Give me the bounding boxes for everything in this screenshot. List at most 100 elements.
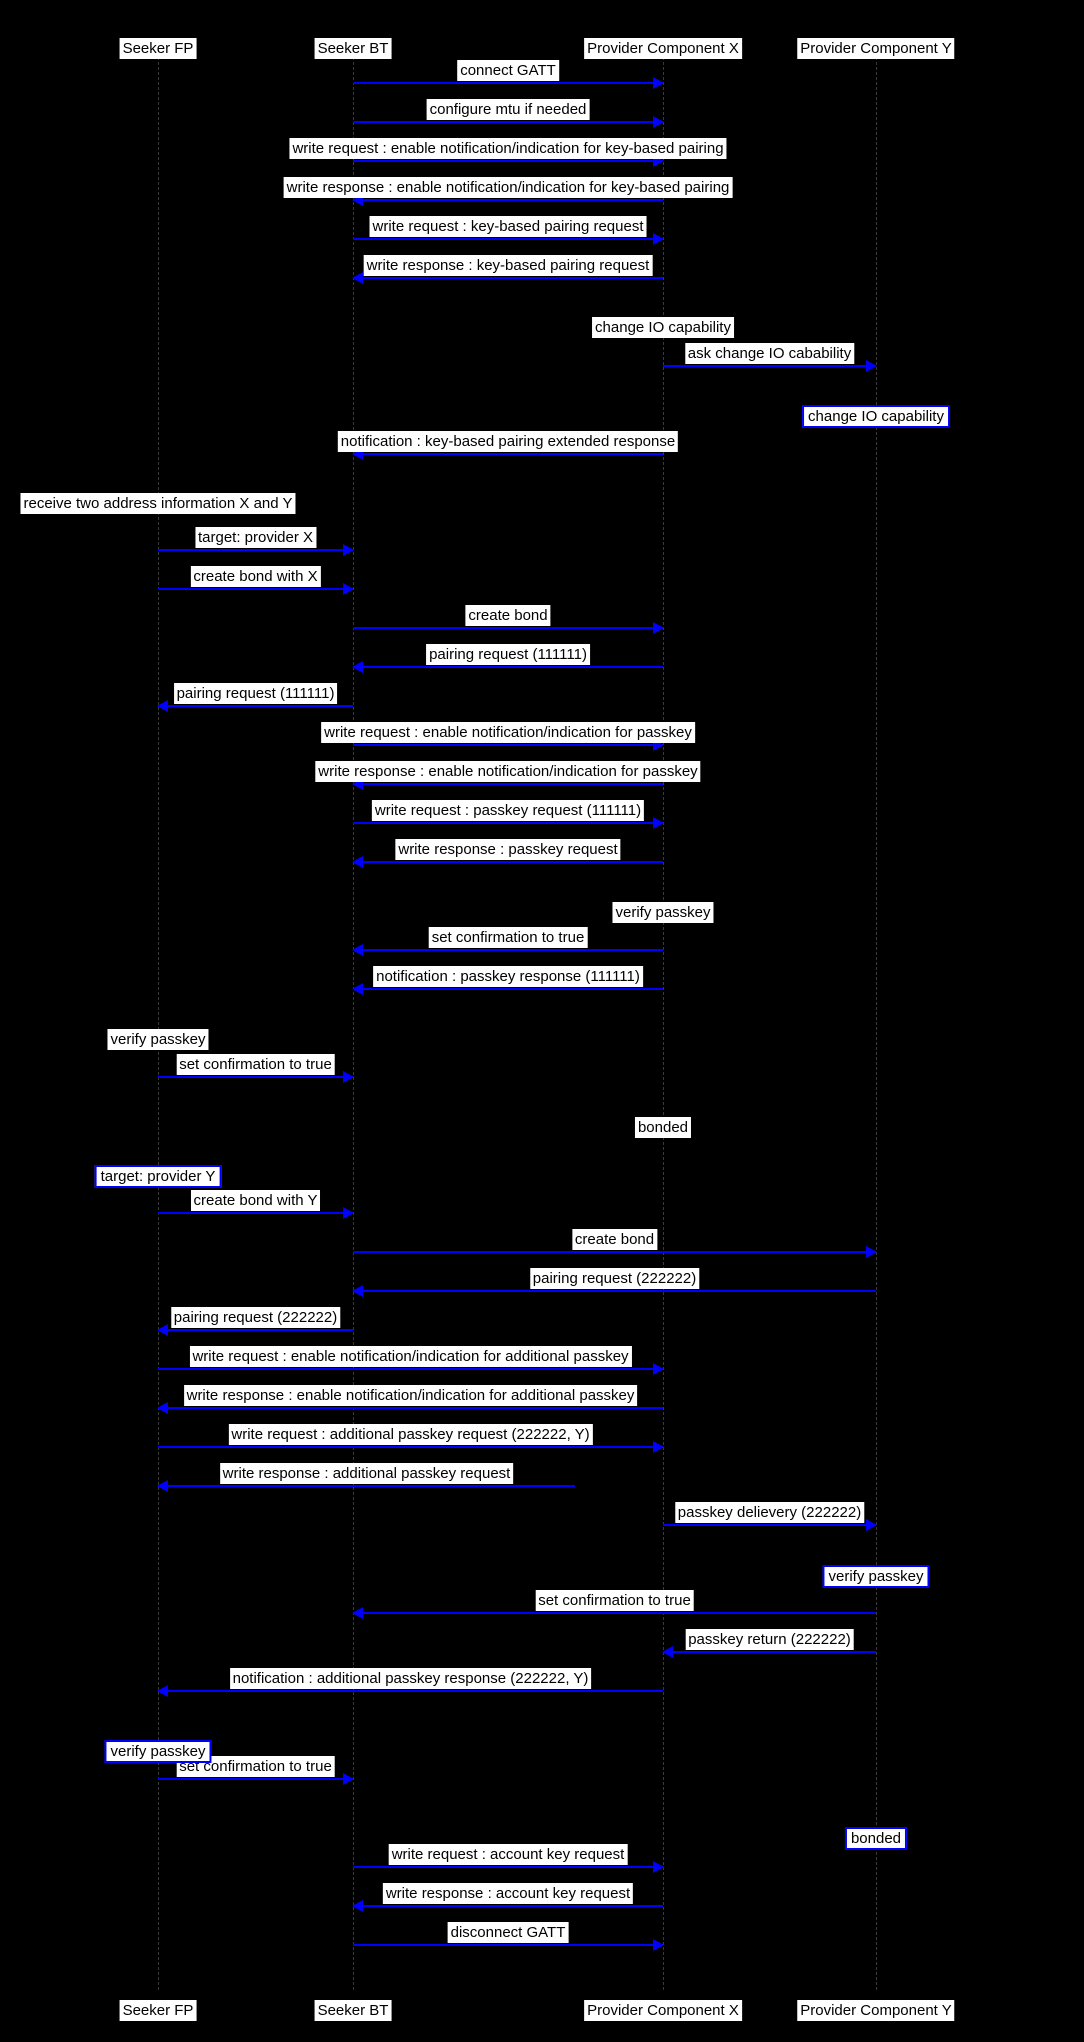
message-label: write request : key-based pairing reques… <box>369 216 647 237</box>
header-actor-px[interactable]: Provider Component X <box>584 38 742 59</box>
message-13: write request : enable notification/indi… <box>321 720 695 751</box>
header-actor-bt[interactable]: Seeker BT <box>314 38 392 59</box>
lifeline-bt <box>353 52 354 1990</box>
message-10: create bond <box>353 603 664 634</box>
lifeline-fp <box>158 52 159 1990</box>
message-0: connect GATT <box>353 58 664 89</box>
message-label: set confirmation to true <box>176 1756 335 1777</box>
arrowhead-left-icon <box>352 983 363 995</box>
message-23: pairing request (222222) <box>157 1305 353 1336</box>
message-26: write request : additional passkey reque… <box>158 1422 664 1453</box>
arrowhead-right-icon <box>653 817 664 829</box>
note-1: change IO capability <box>802 405 950 428</box>
arrowhead-left-icon <box>352 856 363 868</box>
message-21: create bond <box>353 1227 877 1258</box>
message-label: pairing request (111111) <box>173 683 338 704</box>
message-arrow-line <box>352 661 663 673</box>
arrowhead-left-icon <box>352 1900 363 1912</box>
lifeline-px <box>663 52 664 1990</box>
note-9: bonded <box>844 1827 908 1850</box>
message-label: disconnect GATT <box>447 1922 569 1943</box>
message-label: target: provider X <box>194 527 317 548</box>
message-28: passkey delievery (222222) <box>663 1500 877 1531</box>
message-label: write response : additional passkey requ… <box>219 1463 514 1484</box>
message-arrow-line <box>353 233 664 245</box>
message-1: configure mtu if needed <box>353 97 664 128</box>
message-label: write response : key-based pairing reque… <box>363 255 653 276</box>
arrowhead-right-icon <box>653 622 664 634</box>
message-label: write response : enable notification/ind… <box>183 1385 638 1406</box>
arrowhead-right-icon <box>653 1861 664 1873</box>
message-27: write response : additional passkey requ… <box>157 1461 575 1492</box>
message-arrow-line <box>352 272 663 284</box>
arrowhead-left-icon <box>352 1285 363 1297</box>
message-label: pairing request (222222) <box>529 1268 700 1289</box>
message-arrow-line <box>352 1285 876 1297</box>
message-label: write request : account key request <box>388 1844 628 1865</box>
message-24: write request : enable notification/indi… <box>158 1344 664 1375</box>
message-label: write response : enable notification/ind… <box>283 177 733 198</box>
arrowhead-left-icon <box>352 661 363 673</box>
message-label: write request : enable notification/indi… <box>289 138 727 159</box>
message-label: passkey return (222222) <box>685 1629 854 1650</box>
message-5: write response : key-based pairing reque… <box>352 253 663 284</box>
arrowhead-right-icon <box>653 1363 664 1375</box>
message-15: write request : passkey request (111111) <box>353 798 664 829</box>
message-arrow-line <box>158 1207 354 1219</box>
note-5: bonded <box>634 1117 692 1138</box>
header-actor-fp[interactable]: Seeker FP <box>119 38 197 59</box>
message-label: pairing request (222222) <box>170 1307 341 1328</box>
footer-actor-bt[interactable]: Seeker BT <box>314 2000 392 2021</box>
message-arrow-line <box>353 817 664 829</box>
arrowhead-right-icon <box>653 116 664 128</box>
note-4: verify passkey <box>107 1029 209 1050</box>
message-label: notification : additional passkey respon… <box>229 1668 592 1689</box>
message-22: pairing request (222222) <box>352 1266 876 1297</box>
arrowhead-left-icon <box>352 448 363 460</box>
message-label: connect GATT <box>457 60 559 81</box>
arrowhead-left-icon <box>352 778 363 790</box>
message-4: write request : key-based pairing reques… <box>353 214 664 245</box>
arrowhead-right-icon <box>653 1441 664 1453</box>
message-2: write request : enable notification/indi… <box>289 136 727 167</box>
message-arrow-line <box>663 1519 877 1531</box>
message-arrow-line <box>353 739 664 751</box>
message-arrow-line <box>158 1441 664 1453</box>
message-arrow-line <box>353 622 664 634</box>
message-arrow-line <box>353 77 664 89</box>
message-label: create bond with Y <box>190 1190 321 1211</box>
message-35: disconnect GATT <box>353 1920 664 1951</box>
arrowhead-right-icon <box>343 583 354 595</box>
note-0: change IO capability <box>592 317 734 338</box>
message-label: passkey delievery (222222) <box>674 1502 865 1523</box>
message-label: set confirmation to true <box>535 1590 694 1611</box>
footer-actor-px[interactable]: Provider Component X <box>584 2000 742 2021</box>
arrowhead-left-icon <box>157 1402 168 1414</box>
arrowhead-right-icon <box>866 360 877 372</box>
arrowhead-left-icon <box>352 194 363 206</box>
message-label: write response : account key request <box>382 1883 634 1904</box>
message-31: notification : additional passkey respon… <box>157 1666 663 1697</box>
message-3: write response : enable notification/ind… <box>283 175 733 206</box>
message-32: set confirmation to true <box>158 1754 354 1785</box>
message-arrow-line <box>353 116 664 128</box>
footer-actor-py[interactable]: Provider Component Y <box>797 2000 955 2021</box>
header-actor-py[interactable]: Provider Component Y <box>797 38 955 59</box>
message-label: write request : enable notification/indi… <box>321 722 695 743</box>
message-30: passkey return (222222) <box>662 1627 876 1658</box>
arrowhead-right-icon <box>343 1207 354 1219</box>
arrowhead-right-icon <box>653 739 664 751</box>
message-arrow-line <box>158 1773 354 1785</box>
message-arrow-line <box>158 1363 664 1375</box>
message-20: create bond with Y <box>158 1188 354 1219</box>
message-arrow-line <box>352 1900 663 1912</box>
message-arrow-line <box>158 1071 354 1083</box>
message-34: write response : account key request <box>352 1881 663 1912</box>
message-8: target: provider X <box>158 525 354 556</box>
message-arrow-line <box>353 155 664 167</box>
message-label: create bond with X <box>190 566 321 587</box>
message-arrow-line <box>352 778 663 790</box>
footer-actor-fp[interactable]: Seeker FP <box>119 2000 197 2021</box>
arrowhead-left-icon <box>352 944 363 956</box>
